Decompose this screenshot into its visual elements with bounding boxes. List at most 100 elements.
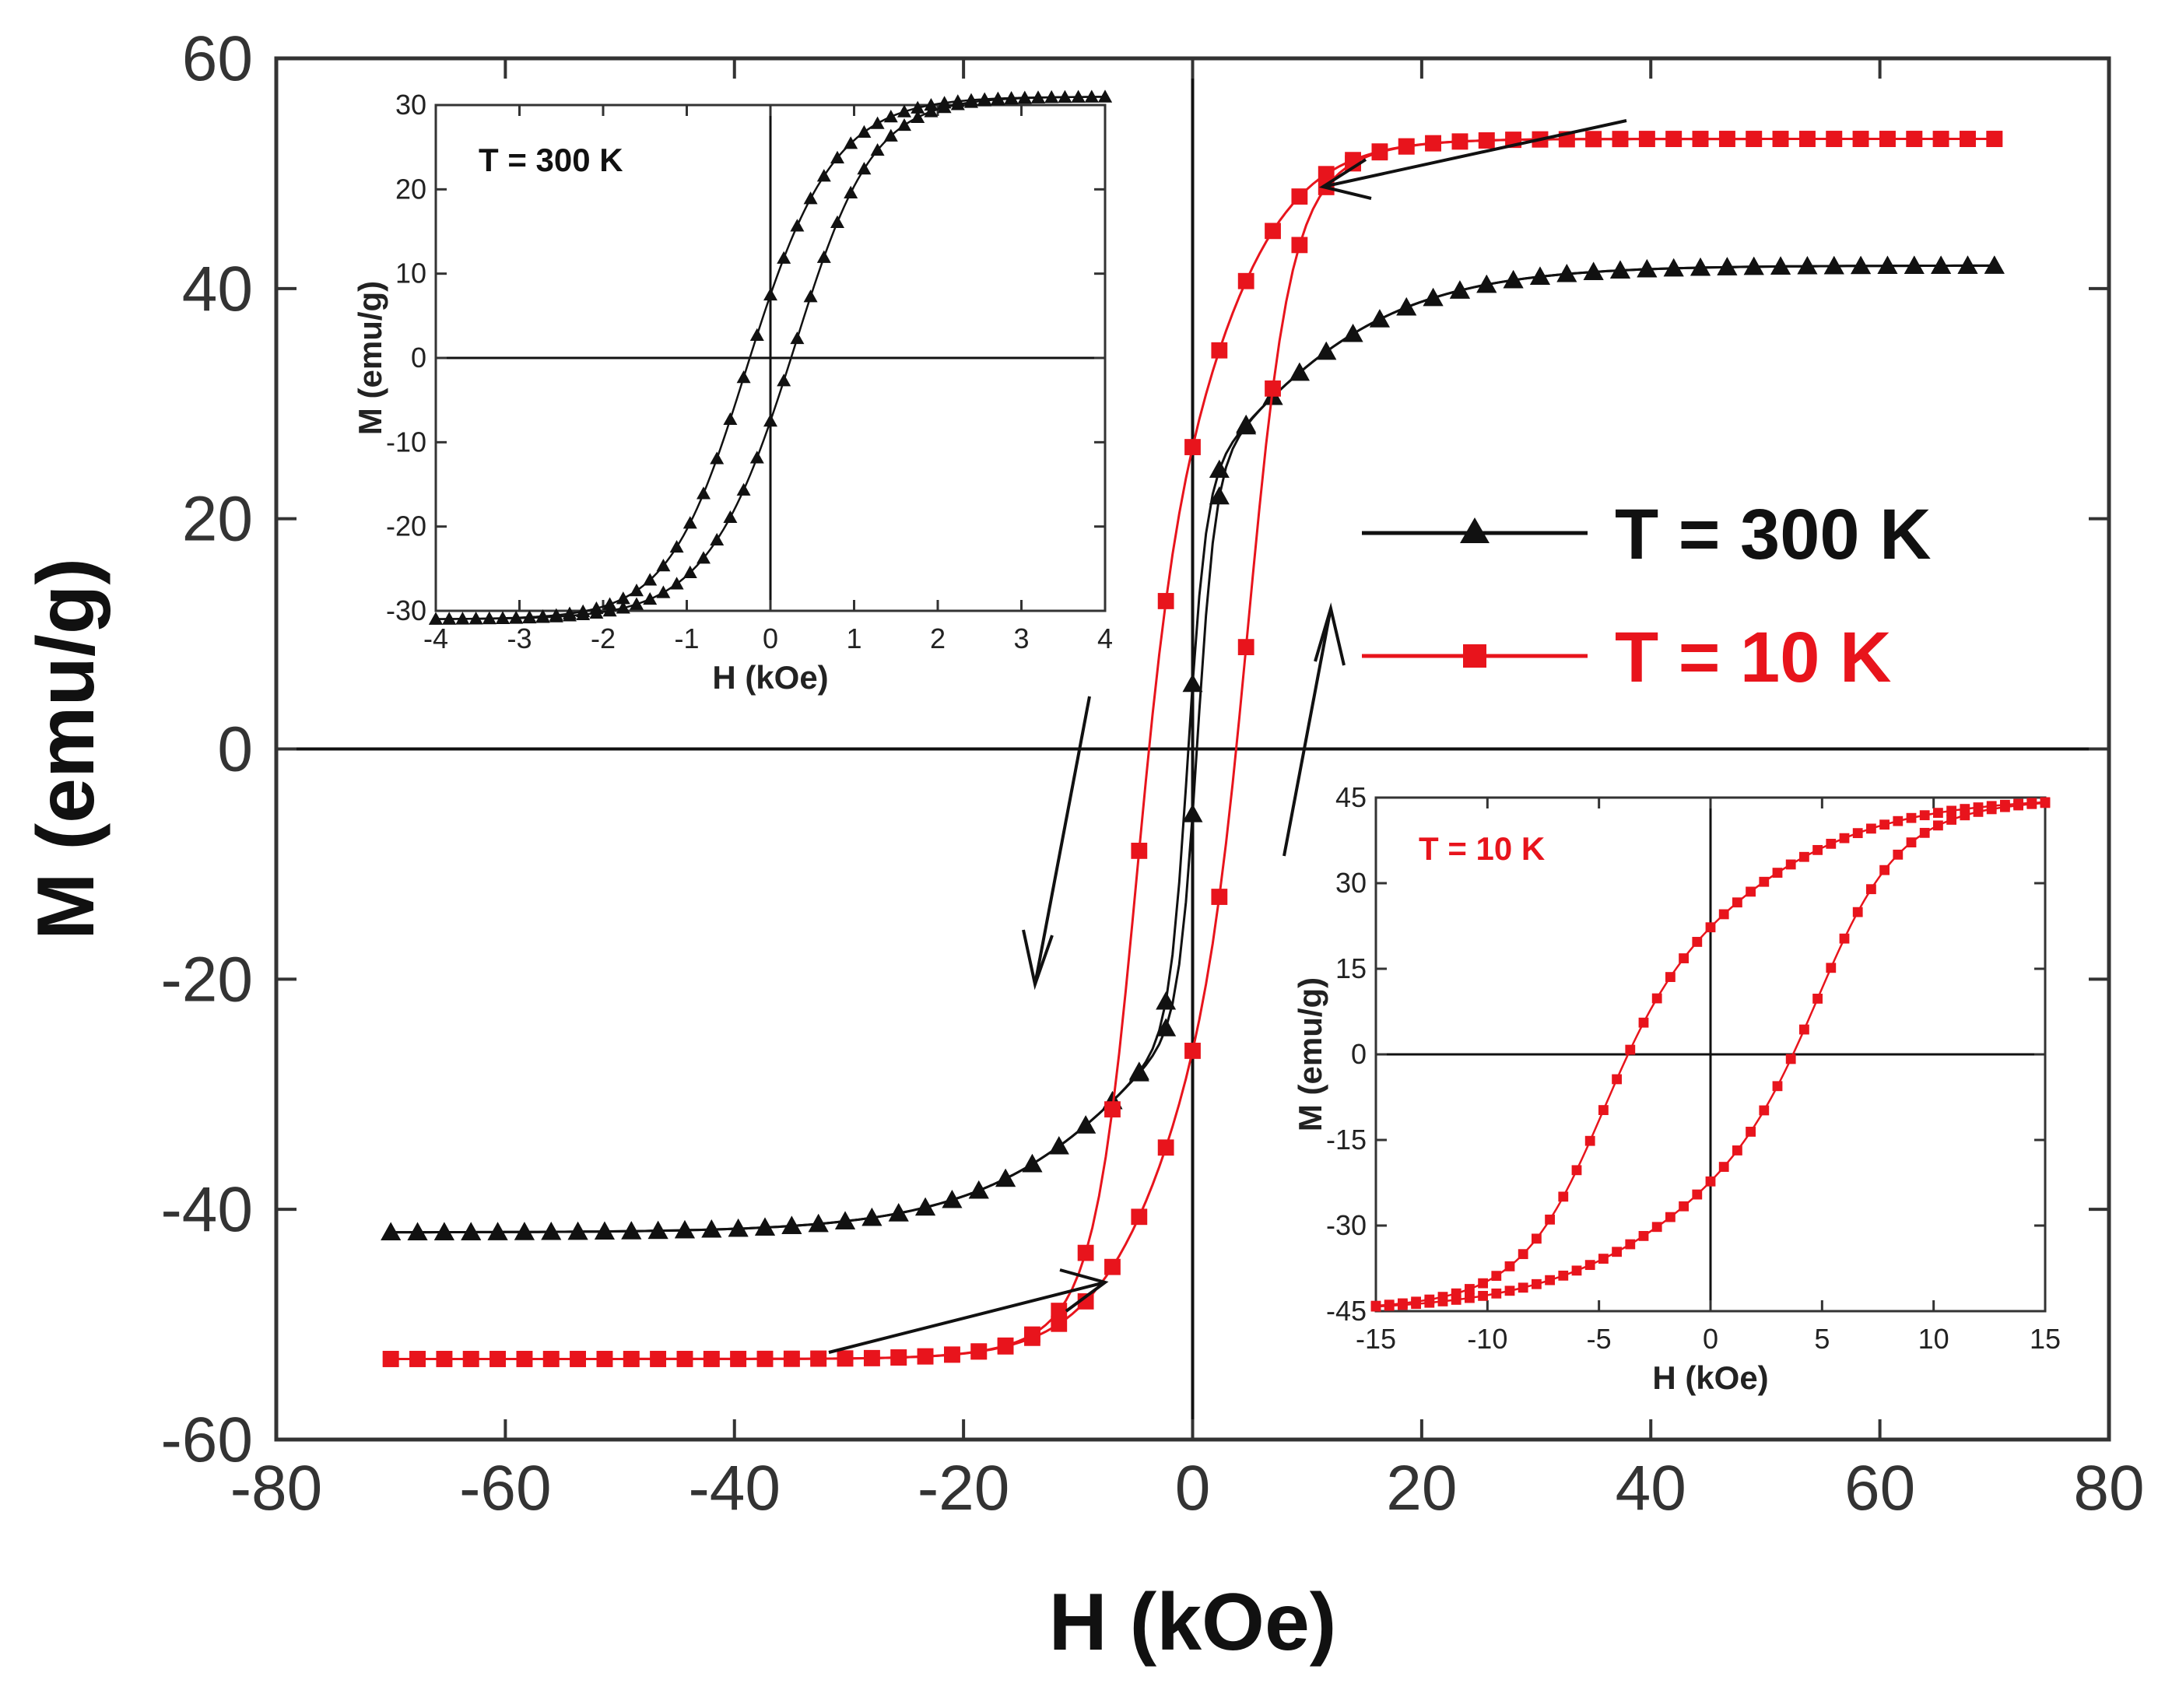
inset10-ytick-label: -45 [1326, 1295, 1367, 1327]
main-data-point [1318, 166, 1335, 183]
inset300-data-point [669, 539, 684, 553]
main-data-point [1585, 131, 1602, 148]
inset300-data-point [616, 601, 630, 614]
main-data-point [514, 1222, 535, 1240]
inset300-xtick-label: -4 [423, 623, 448, 654]
main-data-point [1024, 1329, 1040, 1346]
inset300-ytick-label: 30 [395, 89, 426, 121]
inset10-data-point [1826, 963, 1837, 973]
inset10-data-point [1893, 849, 1904, 860]
inset10-data-point [1772, 1081, 1783, 1092]
main-data-point [542, 1351, 560, 1367]
inset300-data-point [897, 104, 911, 117]
arrow-up-icon [1283, 602, 1346, 857]
inset10-data-point [1799, 1024, 1809, 1035]
inset10-data-point [1839, 933, 1850, 944]
main-data-point [1665, 131, 1683, 147]
main-data-point [1077, 1293, 1094, 1310]
main-ytick-label: 40 [182, 254, 253, 324]
inset10-data-point [1665, 1212, 1676, 1222]
inset300-data-point [656, 585, 671, 598]
main-data-point [1237, 272, 1254, 289]
inset10-data-point [1491, 1271, 1502, 1282]
inset300-data-point [630, 584, 644, 597]
inset300-data-point [1084, 89, 1099, 103]
inset10-data-point [1746, 1127, 1756, 1137]
main-data-point [701, 1219, 722, 1238]
main-data-point [621, 1221, 642, 1240]
inset300-xtick-label: 3 [1013, 623, 1029, 654]
main-data-point [1556, 264, 1577, 282]
main-data-point [1265, 380, 1281, 397]
main-data-point [1184, 439, 1201, 455]
main-data-point [730, 1350, 747, 1367]
inset10-data-point [1986, 804, 1997, 815]
inset10-data-point [1638, 1017, 1649, 1028]
main-data-point [489, 1351, 506, 1367]
inset300-xtick-label: -1 [674, 623, 699, 654]
inset10-data-point [1866, 823, 1876, 834]
main-xtick-label: -40 [688, 1453, 781, 1524]
main-data-point [1823, 255, 1844, 275]
inset10-data-point [1571, 1265, 1582, 1276]
main-x-axis-title: H (kOe) [1049, 1577, 1337, 1668]
main-data-point [944, 1346, 960, 1363]
main-data-point [1583, 261, 1604, 280]
main-data-point [1877, 255, 1898, 275]
inset300-data-point [883, 128, 898, 142]
inset10-panel-label: T = 10 K [1419, 830, 1545, 867]
inset10-data-point [1718, 909, 1729, 920]
inset300-data-point [950, 97, 965, 110]
main-data-point [1718, 131, 1735, 147]
inset10-data-point [1879, 865, 1890, 875]
main-data-point [462, 1351, 479, 1367]
main-data-point [1184, 1043, 1201, 1059]
main-ytick-label: 60 [182, 23, 253, 94]
main-data-point [888, 1203, 909, 1222]
inset300-ytick-label: -10 [386, 426, 426, 458]
inset300-data-point [549, 609, 563, 623]
inset10-data-point [1732, 1145, 1742, 1156]
inset10-ytick-label: 45 [1335, 781, 1367, 813]
main-xtick-label: 0 [1175, 1453, 1211, 1524]
legend-label-10k: T = 10 K [1615, 618, 1891, 697]
main-data-point [1451, 133, 1468, 150]
main-data-point [1104, 1258, 1121, 1275]
inset300-data-point [455, 612, 470, 625]
main-data-point [808, 1213, 829, 1233]
inset300-data-point [589, 605, 604, 619]
inset300-data-point [669, 577, 684, 590]
inset300-ytick-label: -20 [386, 510, 426, 542]
main-data-point [995, 1168, 1016, 1187]
inset300-data-point [682, 565, 697, 578]
inset300-data-point [482, 612, 497, 625]
inset10-data-point [1370, 1301, 1381, 1312]
inset300-ytick-label: -30 [386, 594, 426, 626]
inset300-data-point [803, 191, 818, 205]
inset10-data-point [1584, 1135, 1595, 1146]
inset10-data-point [2013, 800, 2023, 811]
inset300-data-point [964, 95, 978, 108]
inset300-data-point [857, 125, 872, 138]
main-data-point [623, 1351, 640, 1367]
main-legend: T = 300 K T = 10 K [1362, 495, 1932, 697]
inset300-data-point [535, 610, 550, 623]
main-xtick-label: 60 [1844, 1453, 1915, 1524]
legend-marker-300k [1460, 517, 1490, 543]
main-data-point [1423, 287, 1444, 307]
inset10-data-point [2026, 798, 2037, 809]
inset300-data-point [736, 482, 751, 496]
main-data-point [567, 1221, 588, 1240]
inset10-xtick-label: 15 [2030, 1323, 2061, 1355]
main-data-point [1371, 144, 1388, 161]
inset-chart-10k: -15 -10 -5 0 5 10 15 -45 -30 -15 0 15 30 45 H (kOe) M (… [1292, 781, 2061, 1396]
inset10-data-point [1518, 1249, 1528, 1260]
inset10-data-point [1799, 851, 1809, 862]
main-data-point [1157, 1139, 1174, 1156]
inset300-data-point [468, 612, 483, 625]
main-data-point [781, 1215, 802, 1234]
main-data-point [1692, 131, 1709, 147]
main-data-point [1690, 257, 1711, 276]
inset10-data-point [1705, 1176, 1716, 1187]
inset300-data-point [643, 591, 658, 605]
